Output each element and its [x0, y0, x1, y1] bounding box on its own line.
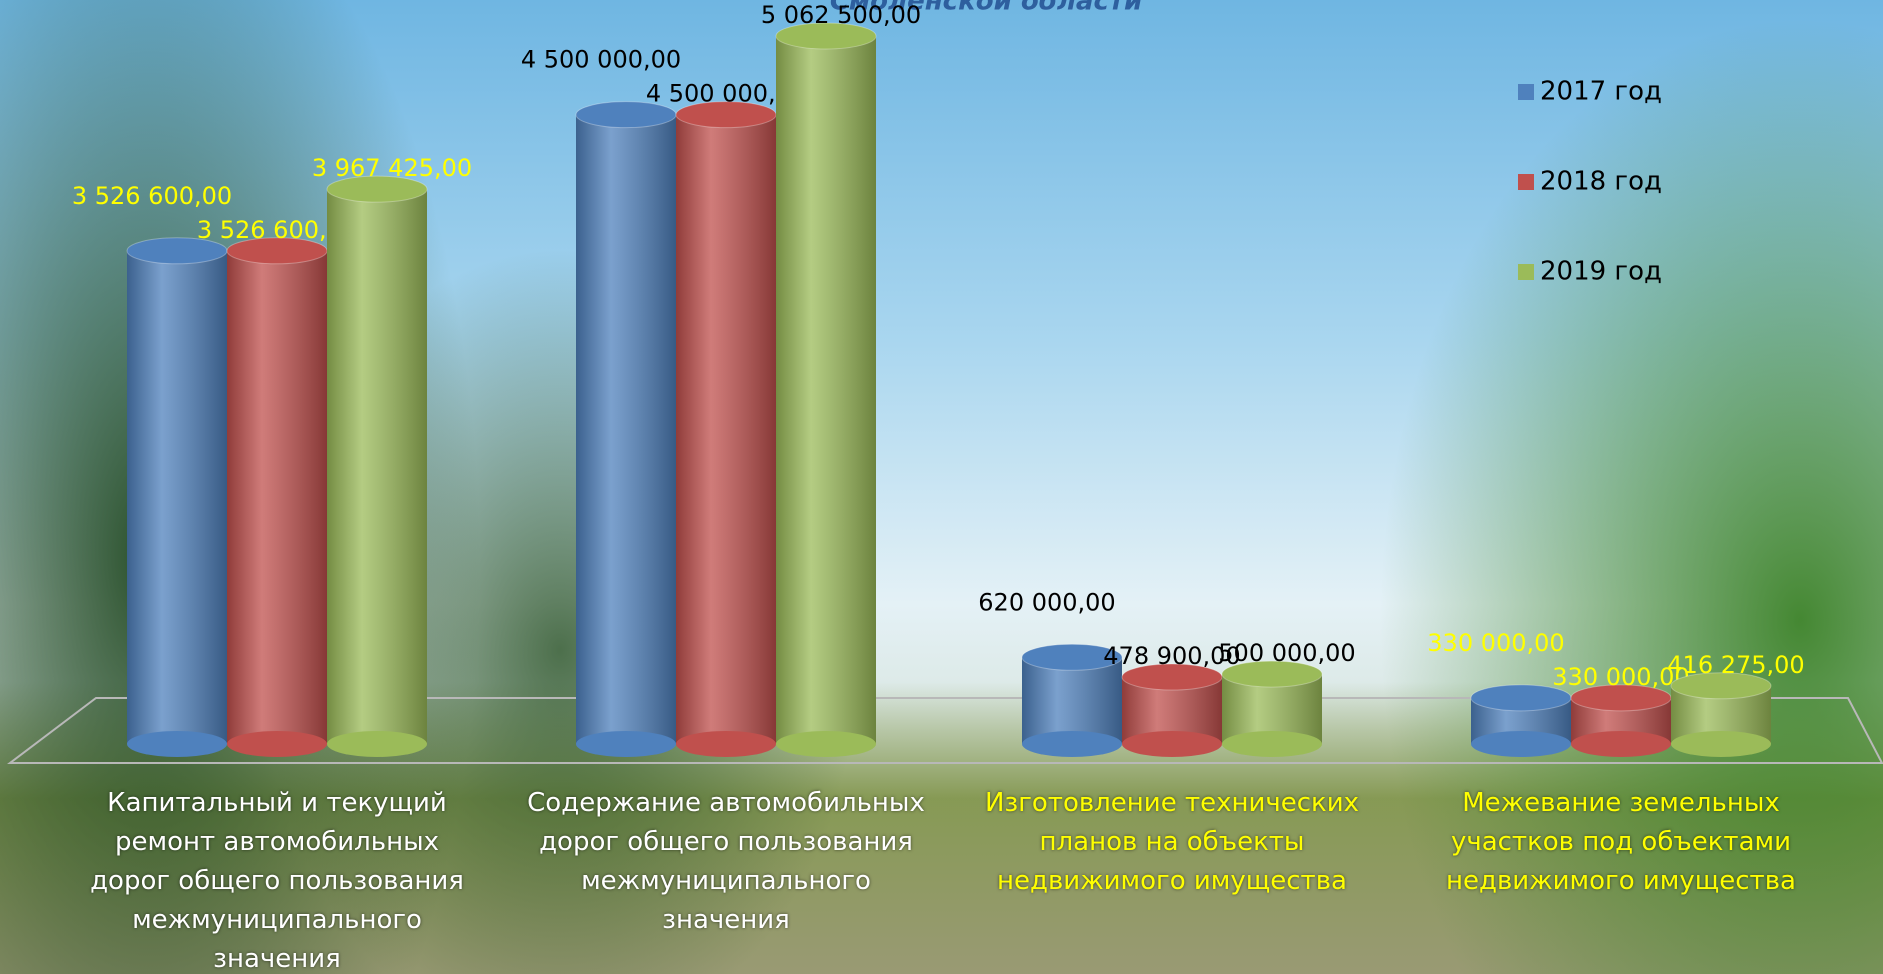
cylinder-bottom [327, 731, 427, 757]
cylinder-top [1021, 643, 1123, 671]
cylinder-bottom [1022, 731, 1122, 757]
data-label: 5 062 500,00 [761, 1, 921, 29]
data-label: 4 500 000,00 [521, 46, 681, 74]
floor [7, 697, 1883, 764]
data-label: 330 000,00 [1427, 629, 1564, 657]
data-label: 500 000,00 [1218, 639, 1355, 667]
cylinder-bottom [127, 731, 227, 757]
cylinder-top [326, 175, 428, 203]
cylinder-bottom [1671, 731, 1771, 757]
legend-swatch [1518, 84, 1534, 100]
cylinder-shade [327, 189, 427, 745]
category-label: Капитальный и текущий ремонт автомобильн… [90, 788, 464, 974]
cylinder-top [775, 22, 877, 50]
cylinder-bottom [1571, 731, 1671, 757]
category-label: Содержание автомобильных дорог общего по… [527, 788, 925, 935]
data-label: 3 967 425,00 [312, 154, 472, 182]
data-label: 330 000,00 [1552, 663, 1689, 691]
cylinder-shade [776, 36, 876, 744]
legend-label: 2019 год [1540, 257, 1662, 287]
data-label: 620 000,00 [978, 588, 1115, 616]
legend-swatch [1518, 264, 1534, 280]
data-label: 3 526 600,00 [72, 182, 232, 210]
category-label: Межевание земельных участков под объекта… [1446, 788, 1796, 896]
data-label: 416 275,00 [1667, 651, 1804, 679]
cylinder-bottom [227, 731, 327, 757]
category-label: Изготовление технических планов на объек… [984, 788, 1360, 896]
cylinder-bottom [676, 731, 776, 757]
cylinder-bottom [576, 731, 676, 757]
cylinder-shade [127, 250, 227, 744]
cylinder-shade [227, 250, 327, 744]
cylinder-top [1221, 660, 1323, 688]
cylinder-top [1670, 672, 1772, 700]
cylinder-bottom [1222, 731, 1322, 757]
legend-label: 2017 год [1540, 77, 1662, 107]
legend-label: 2018 год [1540, 167, 1662, 197]
legend-swatch [1518, 174, 1534, 190]
cylinder-bottom [1122, 731, 1222, 757]
cylinder-shade [576, 114, 676, 744]
chart-title: Смоленской области [830, 0, 1142, 17]
cylinder-bottom [1471, 731, 1571, 757]
cylinder-shade [676, 114, 776, 744]
data-label: 478 900,00 [1103, 642, 1240, 670]
cylinder-shade [1022, 657, 1122, 744]
cylinder-bottom [776, 731, 876, 757]
